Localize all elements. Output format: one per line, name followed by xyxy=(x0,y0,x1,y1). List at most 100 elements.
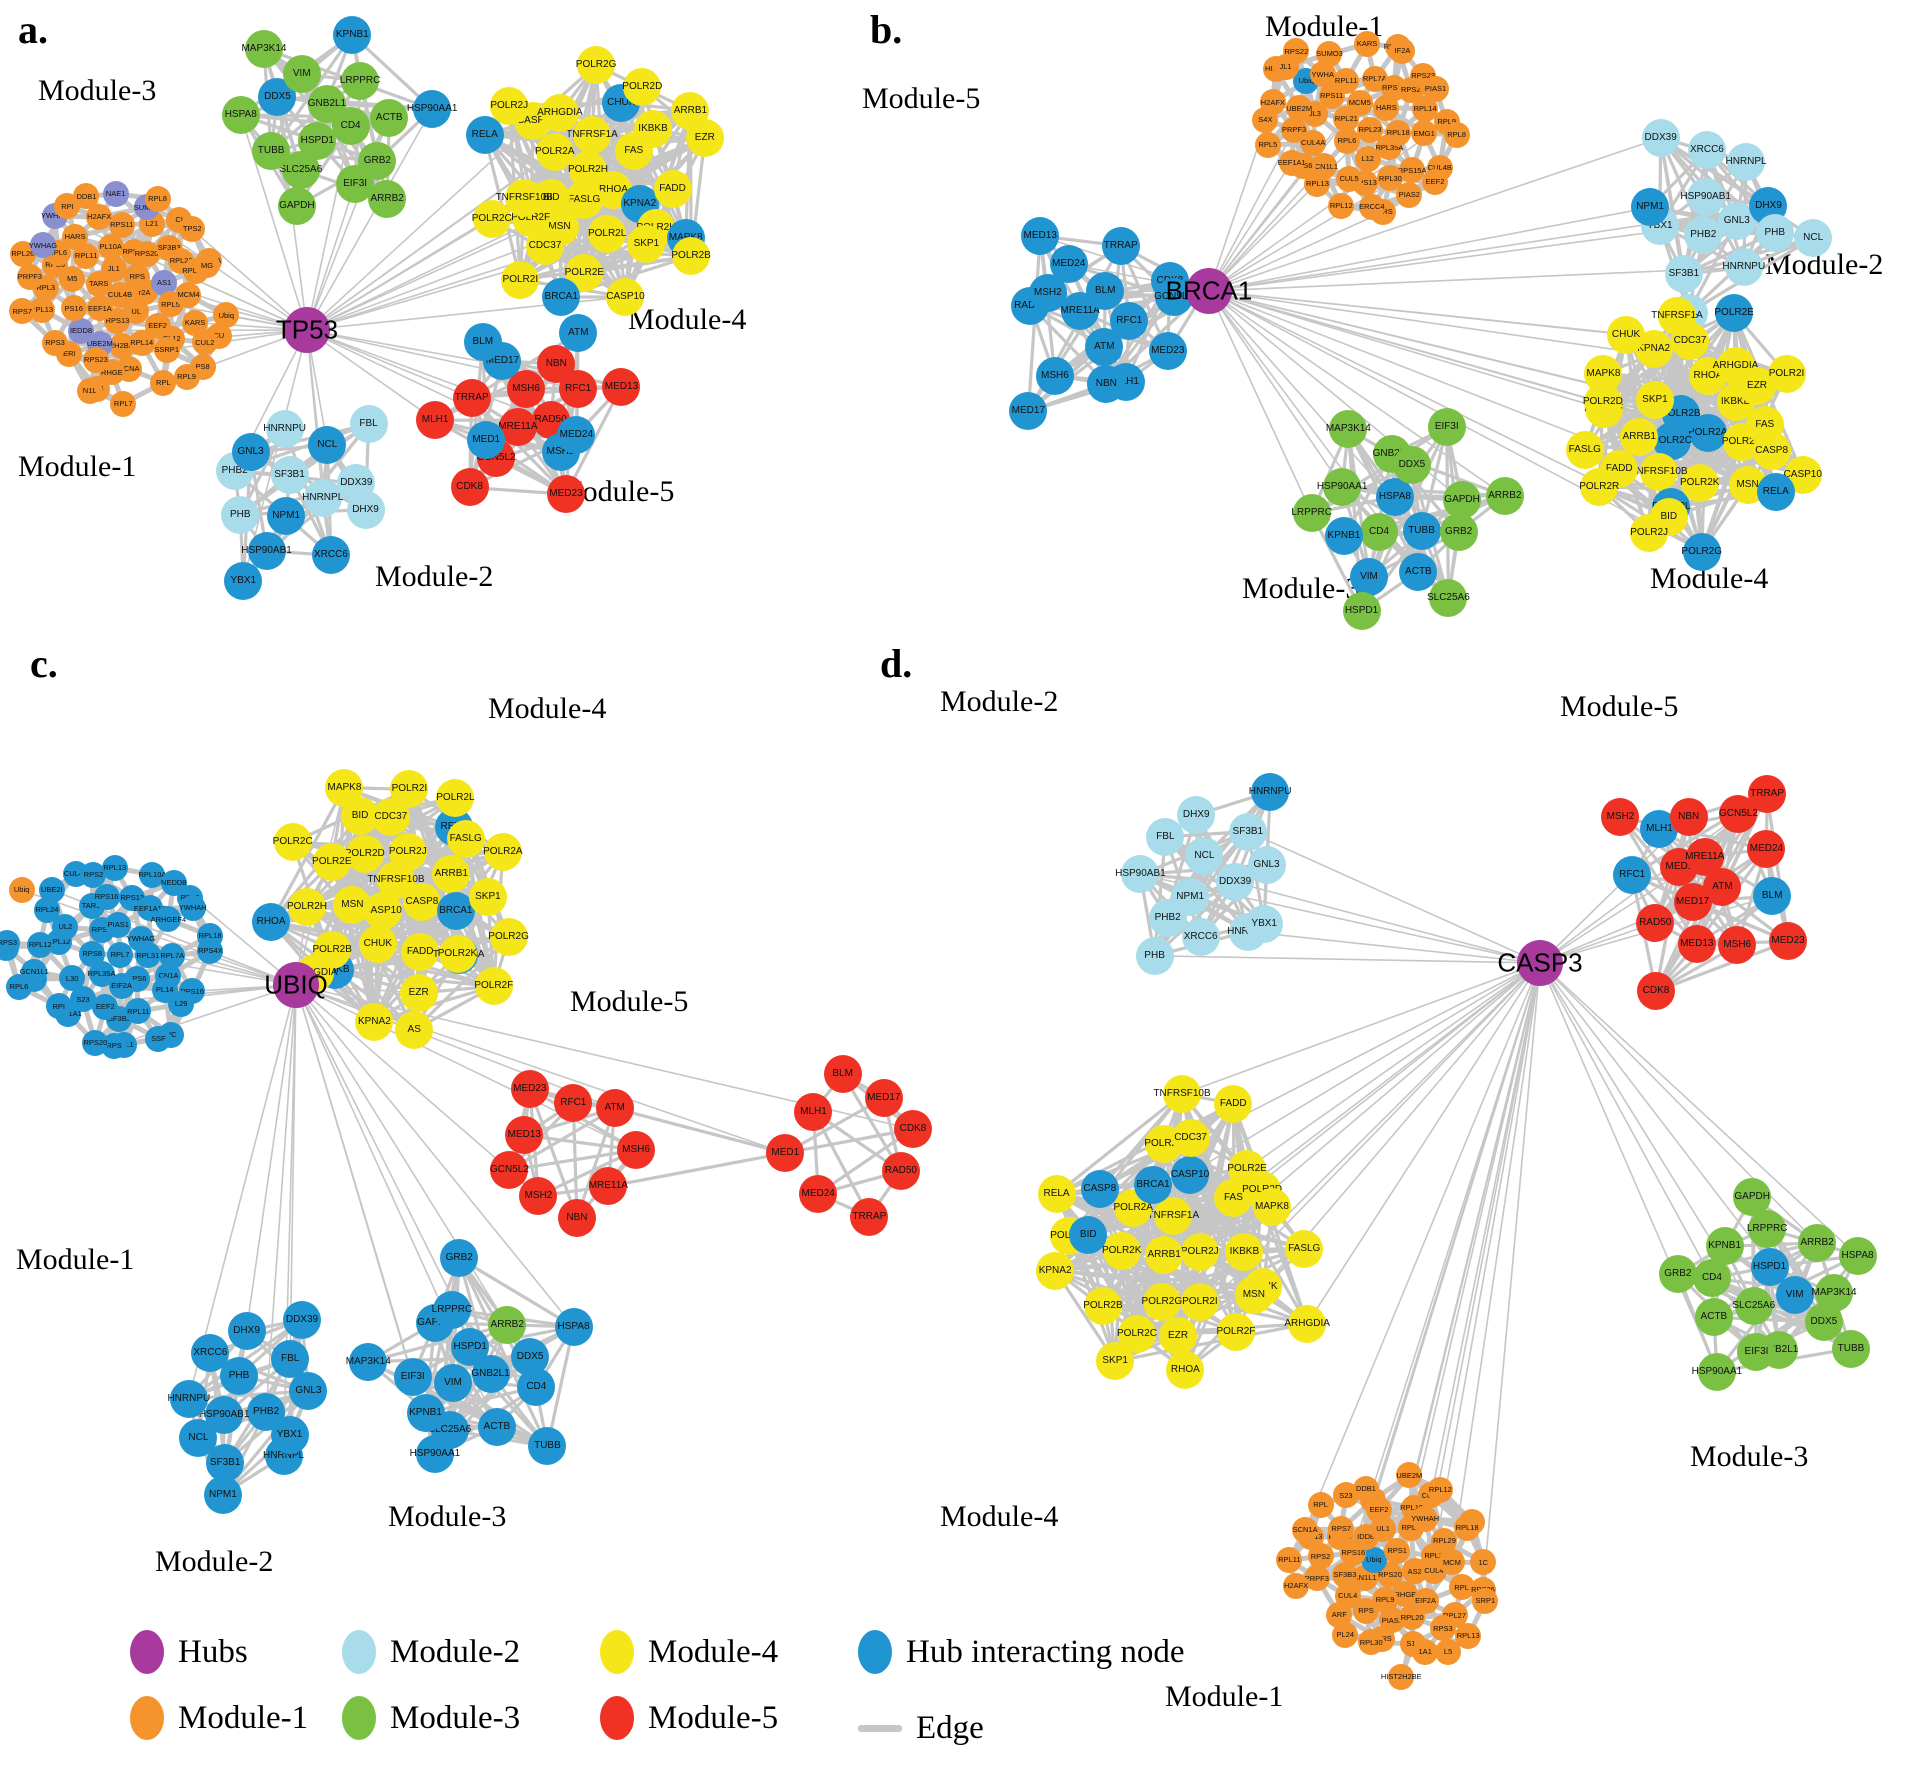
network-node[interactable]: TNFRSF10B xyxy=(1630,453,1688,492)
network-node[interactable]: GNL3 xyxy=(289,1372,328,1411)
network-node[interactable]: MRE11A xyxy=(589,1167,628,1206)
network-node[interactable]: TNFRSF1A xyxy=(1651,297,1703,336)
network-node[interactable]: ERCC4 xyxy=(1358,193,1385,220)
network-node[interactable]: MED1 xyxy=(467,421,506,459)
network-node[interactable]: MAP3K14 xyxy=(346,1342,391,1381)
network-node[interactable]: ACTB xyxy=(1694,1298,1733,1337)
network-node[interactable]: EEF2 xyxy=(92,993,119,1020)
network-node[interactable]: ACTB xyxy=(477,1407,516,1446)
network-node[interactable]: MAPK8 xyxy=(1252,1188,1291,1227)
hub-brca1[interactable]: BRCA1 xyxy=(1166,268,1252,314)
network-node[interactable]: HSPA8 xyxy=(1838,1236,1877,1275)
network-node[interactable]: HSP90AA1 xyxy=(410,1435,460,1474)
network-node[interactable]: ARRB1 xyxy=(1145,1235,1184,1274)
network-node[interactable]: TUBB xyxy=(252,132,291,171)
network-node[interactable]: MED23 xyxy=(1769,922,1808,961)
network-node[interactable]: RPL14 xyxy=(128,330,155,357)
network-node[interactable]: GRB2 xyxy=(440,1239,479,1278)
network-node[interactable]: RPL18 xyxy=(1454,1515,1481,1542)
network-node[interactable]: FBL xyxy=(349,405,388,444)
network-node[interactable]: RPS8 xyxy=(79,940,106,967)
network-node[interactable]: HNRNPU xyxy=(1722,248,1765,287)
network-node[interactable]: MSH2 xyxy=(519,1176,558,1215)
network-node[interactable]: MG xyxy=(194,252,221,279)
network-node[interactable]: MED13 xyxy=(1677,924,1716,963)
network-node[interactable]: AS xyxy=(395,1011,434,1050)
network-node[interactable]: POLR2B xyxy=(671,237,711,276)
network-node[interactable]: XRCC6 xyxy=(1687,131,1726,170)
network-node[interactable]: LRPPRC xyxy=(1291,494,1332,533)
network-node[interactable]: XRCC6 xyxy=(1181,918,1220,957)
network-node[interactable]: MRE11A xyxy=(1685,837,1724,876)
network-node[interactable]: TNFRSF1A xyxy=(566,116,618,155)
network-node[interactable]: NPM1 xyxy=(267,496,306,535)
network-node[interactable]: RPL xyxy=(150,369,177,396)
network-node[interactable]: PIAS1 xyxy=(105,911,132,938)
network-node[interactable]: HNRNPU xyxy=(263,409,306,448)
network-node[interactable]: 1A1 xyxy=(1412,1638,1439,1665)
network-node[interactable]: RPS3 xyxy=(1429,1615,1456,1642)
network-node[interactable]: POLR2G xyxy=(576,46,616,85)
network-node[interactable]: POLR2A xyxy=(483,833,523,872)
network-node[interactable]: TNFRSF10B xyxy=(496,178,553,217)
network-node[interactable]: MSN xyxy=(333,885,372,924)
network-node[interactable]: POLR2J xyxy=(1180,1232,1219,1271)
network-node[interactable]: UBE2M xyxy=(1286,95,1313,122)
network-node[interactable]: LRPPRC xyxy=(432,1290,472,1329)
network-node[interactable]: CHUK xyxy=(358,924,397,963)
network-node[interactable]: DHX9 xyxy=(1177,796,1216,834)
network-node[interactable]: MAP3K14 xyxy=(241,29,286,68)
network-node[interactable]: H2AFX xyxy=(1283,1573,1310,1600)
network-node[interactable]: YBX1 xyxy=(1245,904,1284,943)
network-node[interactable]: SKP1 xyxy=(1096,1342,1135,1381)
network-node[interactable]: EZR xyxy=(399,973,438,1012)
network-node[interactable]: RPL18 xyxy=(1385,119,1412,146)
network-node[interactable]: EIF3I xyxy=(1737,1332,1776,1371)
network-node[interactable]: EIF3I xyxy=(1427,408,1466,447)
network-node[interactable]: L12 xyxy=(1354,145,1381,172)
network-node[interactable]: PHB2 xyxy=(1148,899,1187,938)
network-node[interactable]: POLR2I xyxy=(501,260,540,299)
network-node[interactable]: CASP8 xyxy=(1080,1170,1119,1209)
network-node[interactable]: FADD xyxy=(1214,1084,1253,1123)
network-node[interactable]: POLR2K xyxy=(1102,1232,1141,1271)
network-node[interactable]: MCM4 xyxy=(175,282,202,309)
network-node[interactable]: PRPF3 xyxy=(16,263,43,290)
network-node[interactable]: POLR2J xyxy=(490,86,529,125)
network-node[interactable]: FADD xyxy=(653,169,692,208)
network-node[interactable]: RELA xyxy=(1037,1174,1076,1213)
network-node[interactable]: RPL6 xyxy=(5,973,32,1000)
network-node[interactable]: CUL5 xyxy=(1336,165,1363,192)
network-node[interactable]: CHUK xyxy=(1607,315,1646,354)
network-node[interactable]: NAE1 xyxy=(102,180,129,207)
network-node[interactable]: ATM xyxy=(559,314,598,353)
network-node[interactable]: HNRNPL xyxy=(302,479,343,518)
network-node[interactable]: PS16 xyxy=(60,295,87,322)
network-node[interactable]: GRB2 xyxy=(358,141,397,180)
network-node[interactable]: ATM xyxy=(1085,327,1124,366)
network-node[interactable]: POLR2R xyxy=(1579,467,1619,506)
network-node[interactable]: DDX39 xyxy=(1641,118,1680,157)
network-node[interactable]: GNB2L1 xyxy=(308,84,346,123)
network-node[interactable]: GRB2 xyxy=(1439,513,1478,552)
network-node[interactable]: CUL2 xyxy=(191,329,218,356)
network-node[interactable]: NBN xyxy=(1669,798,1708,837)
hub-casp3[interactable]: CASP3 xyxy=(1497,940,1583,986)
network-node[interactable]: H2AFX xyxy=(1259,89,1286,116)
network-node[interactable]: MED17 xyxy=(864,1078,903,1117)
network-node[interactable]: POLR2I xyxy=(1180,1283,1219,1322)
network-node[interactable]: RPL12 xyxy=(1427,1476,1454,1503)
network-node[interactable]: NCL xyxy=(1794,218,1833,257)
network-node[interactable]: CDC37 xyxy=(1171,1119,1210,1158)
network-node[interactable]: SLC25A6 xyxy=(1732,1286,1775,1325)
network-node[interactable]: FASLG xyxy=(446,820,485,859)
network-node[interactable]: ACTB xyxy=(370,98,409,137)
network-node[interactable]: POLR2H xyxy=(568,150,608,189)
network-node[interactable]: BLM xyxy=(463,322,502,361)
network-node[interactable]: JL1 xyxy=(100,256,127,283)
network-node[interactable]: SF3B1 xyxy=(270,455,309,494)
network-node[interactable]: EEF2 xyxy=(1422,168,1449,195)
network-node[interactable]: PIAS1 xyxy=(1422,75,1449,102)
network-node[interactable]: SSRP1 xyxy=(153,336,180,363)
network-node[interactable]: YWHAG xyxy=(29,232,57,259)
